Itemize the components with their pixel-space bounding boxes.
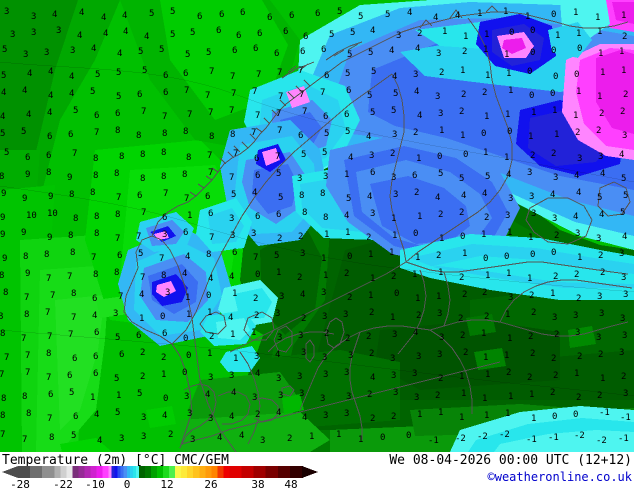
map-footer: Temperature (2m) [°C] CMC/GEM We 08-04-2… xyxy=(0,452,634,490)
colorbar-swatches xyxy=(2,466,318,478)
temperature-field xyxy=(0,0,634,452)
colorbar-tick: -22 xyxy=(53,478,73,490)
colorbar-tick: -10 xyxy=(85,478,105,490)
temperature-colorbar[interactable]: -28 -22 -10 0 12 26 38 48 xyxy=(0,466,320,490)
colorbar-tick: 0 xyxy=(123,478,131,490)
colorbar-tick: 38 xyxy=(251,478,265,490)
colorbar-tick: -28 xyxy=(10,478,30,490)
colorbar-tick: 48 xyxy=(284,478,298,490)
model-run-timestamp: We 08-04-2026 00:00 UTC (12+12) xyxy=(389,453,632,468)
credit-link[interactable]: ©weatheronline.co.uk xyxy=(487,470,633,484)
colorbar-tick: 26 xyxy=(204,478,218,490)
colorbar-tick: 12 xyxy=(160,478,174,490)
legend-title: Temperature (2m) [°C] CMC/GEM xyxy=(2,453,229,468)
